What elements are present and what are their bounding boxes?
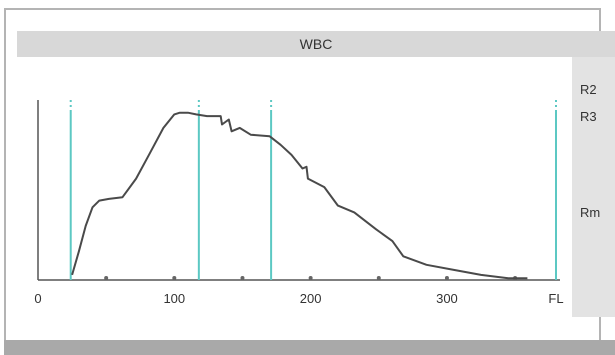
x-tick-label-0: 0 (34, 291, 41, 306)
x-tick-label-1: 100 (163, 291, 185, 306)
chart-title-bar: WBC (17, 31, 615, 57)
axis-dot-1 (172, 276, 177, 280)
side-label-r3: R3 (580, 109, 597, 124)
axis-dot-4 (376, 276, 381, 280)
bottom-bar (4, 340, 615, 355)
histogram-curve (71, 111, 528, 280)
x-tick-label-4: FL (548, 291, 563, 306)
x-tick-label-2: 200 (300, 291, 322, 306)
side-panel (572, 57, 615, 317)
axis-dot-3 (308, 276, 313, 280)
x-tick-label-3: 300 (436, 291, 458, 306)
axis-dot-2 (240, 276, 245, 280)
side-label-rm: Rm (580, 205, 601, 220)
axis-dot-0 (104, 276, 109, 280)
side-label-r2: R2 (580, 82, 597, 97)
axis-dot-5 (444, 276, 449, 280)
chart-title: WBC (299, 36, 333, 52)
